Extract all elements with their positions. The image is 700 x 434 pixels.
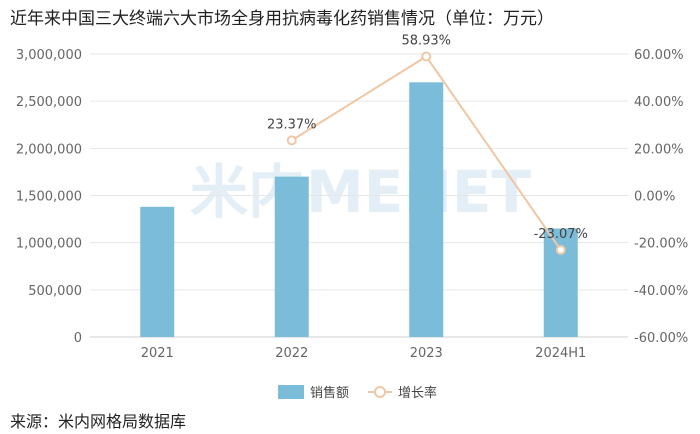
y-left-tick-label: 2,000,000 <box>16 142 82 157</box>
legend-bar-swatch <box>278 385 304 399</box>
bar-series <box>140 82 578 337</box>
growth-data-label: -23.07% <box>534 227 588 242</box>
axis-ticks: 0 -60.00% 500,000 -40.00% 1,000,000 -20.00% 1,… <box>16 48 688 361</box>
x-tick-label: 2021 <box>141 346 174 361</box>
x-tick-label: 2022 <box>275 346 308 361</box>
watermark-logo: 米内MENET <box>190 158 531 226</box>
legend-line-marker <box>374 386 386 398</box>
y-right-tick-label: 0.00% <box>634 190 675 205</box>
y-right-tick-label: 20.00% <box>634 142 684 157</box>
y-right-tick-label: -20.00% <box>634 237 688 252</box>
y-right-tick-label: 40.00% <box>634 95 684 110</box>
legend: 销售额 增长率 <box>278 385 437 401</box>
bar <box>409 82 444 337</box>
line-series: 23.37% 58.93% -23.07% <box>267 34 588 255</box>
y-left-tick-label: 0 <box>74 331 82 346</box>
y-right-tick-label: -40.00% <box>634 284 688 299</box>
y-right-tick-label: 60.00% <box>634 48 684 63</box>
chart-title: 近年来中国三大终端六大市场全身用抗病毒化药销售情况（单位：万元） <box>10 9 554 29</box>
y-left-tick-label: 500,000 <box>28 284 82 299</box>
y-left-tick-label: 1,500,000 <box>16 190 82 205</box>
bar <box>274 176 309 337</box>
y-left-tick-label: 3,000,000 <box>16 48 82 63</box>
growth-data-label: 23.37% <box>267 117 317 132</box>
growth-point <box>421 51 432 62</box>
y-left-tick-label: 1,000,000 <box>16 237 82 252</box>
x-tick-label: 2023 <box>410 346 443 361</box>
growth-point <box>555 244 566 255</box>
y-left-tick-label: 2,500,000 <box>16 95 82 110</box>
legend-bar-label: 销售额 <box>310 385 349 401</box>
bar <box>543 228 578 337</box>
grid-lines <box>90 53 628 338</box>
x-tick-label: 2024H1 <box>535 346 586 361</box>
y-right-tick-label: -60.00% <box>634 331 688 346</box>
source-note: 来源：米内网格局数据库 <box>10 412 187 431</box>
growth-point <box>286 135 297 146</box>
legend-line-label: 增长率 <box>398 385 437 401</box>
bar <box>140 206 175 337</box>
growth-data-label: 58.93% <box>401 34 451 49</box>
